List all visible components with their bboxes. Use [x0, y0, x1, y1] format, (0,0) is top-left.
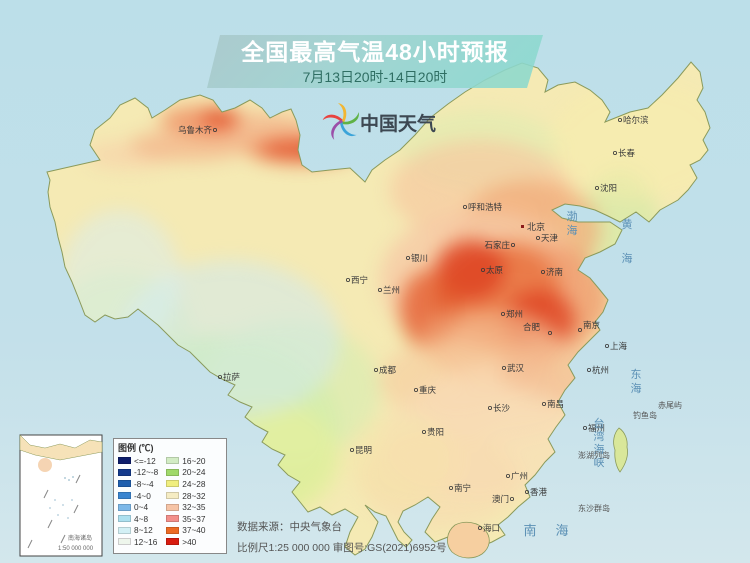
- svg-text:湾: 湾: [594, 429, 605, 443]
- svg-text:海: 海: [631, 381, 642, 395]
- svg-text:天津: 天津: [541, 233, 559, 243]
- svg-text:中国天气: 中国天气: [360, 112, 436, 135]
- svg-text:南: 南: [523, 523, 536, 538]
- svg-text:海: 海: [622, 251, 633, 265]
- svg-text:乌鲁木齐: 乌鲁木齐: [178, 125, 213, 135]
- svg-text:贵阳: 贵阳: [427, 427, 444, 437]
- svg-text:太原: 太原: [486, 265, 503, 275]
- svg-text:海: 海: [567, 223, 578, 237]
- svg-text:比例尺1:25 000 000 审图号:GS(2021)6: 比例尺1:25 000 000 审图号:GS(2021)6952号: [237, 541, 447, 554]
- svg-text:南海诸岛: 南海诸岛: [68, 534, 92, 542]
- svg-text:澎湖列岛: 澎湖列岛: [578, 450, 610, 460]
- svg-text:海: 海: [555, 523, 568, 538]
- svg-text:济南: 济南: [546, 267, 563, 277]
- svg-text:合肥: 合肥: [523, 322, 541, 332]
- svg-text:数据来源：中央气象台: 数据来源：中央气象台: [237, 520, 342, 533]
- svg-text:钓鱼岛: 钓鱼岛: [633, 410, 657, 420]
- svg-text:南宁: 南宁: [454, 483, 471, 493]
- svg-text:东沙群岛: 东沙群岛: [578, 503, 610, 513]
- svg-text:赤尾屿: 赤尾屿: [658, 401, 682, 410]
- svg-text:长沙: 长沙: [493, 403, 511, 413]
- svg-text:兰州: 兰州: [383, 285, 400, 295]
- svg-text:北京: 北京: [527, 221, 545, 232]
- svg-text:成都: 成都: [379, 365, 397, 375]
- svg-text:澳门: 澳门: [492, 494, 509, 504]
- svg-text:渤: 渤: [567, 210, 578, 223]
- svg-text:沈阳: 沈阳: [600, 183, 617, 193]
- svg-text:南昌: 南昌: [547, 399, 564, 409]
- svg-text:东: 东: [631, 368, 642, 381]
- svg-text:西宁: 西宁: [351, 275, 368, 285]
- svg-text:海口: 海口: [483, 523, 500, 533]
- svg-text:台: 台: [594, 416, 605, 430]
- svg-text:昆明: 昆明: [355, 445, 372, 455]
- svg-text:上海: 上海: [610, 341, 628, 351]
- svg-text:全国最高气温48小时预报: 全国最高气温48小时预报: [240, 39, 509, 65]
- svg-text:长春: 长春: [618, 148, 636, 158]
- svg-text:呼和浩特: 呼和浩特: [468, 202, 503, 212]
- svg-text:武汉: 武汉: [507, 363, 525, 373]
- svg-text:1:50 000 000: 1:50 000 000: [58, 546, 94, 552]
- svg-text:拉萨: 拉萨: [223, 372, 241, 382]
- svg-text:哈尔滨: 哈尔滨: [623, 115, 649, 125]
- svg-text:南京: 南京: [583, 320, 600, 330]
- svg-text:杭州: 杭州: [592, 365, 609, 375]
- svg-text:7月13日20时-14日20时: 7月13日20时-14日20时: [303, 69, 448, 85]
- svg-text:广州: 广州: [511, 471, 528, 481]
- svg-text:重庆: 重庆: [419, 385, 437, 395]
- svg-text:黄: 黄: [622, 217, 633, 231]
- svg-text:银川: 银川: [411, 253, 428, 263]
- svg-text:郑州: 郑州: [506, 309, 523, 319]
- svg-text:石家庄: 石家庄: [484, 240, 510, 250]
- svg-text:香港: 香港: [530, 487, 548, 497]
